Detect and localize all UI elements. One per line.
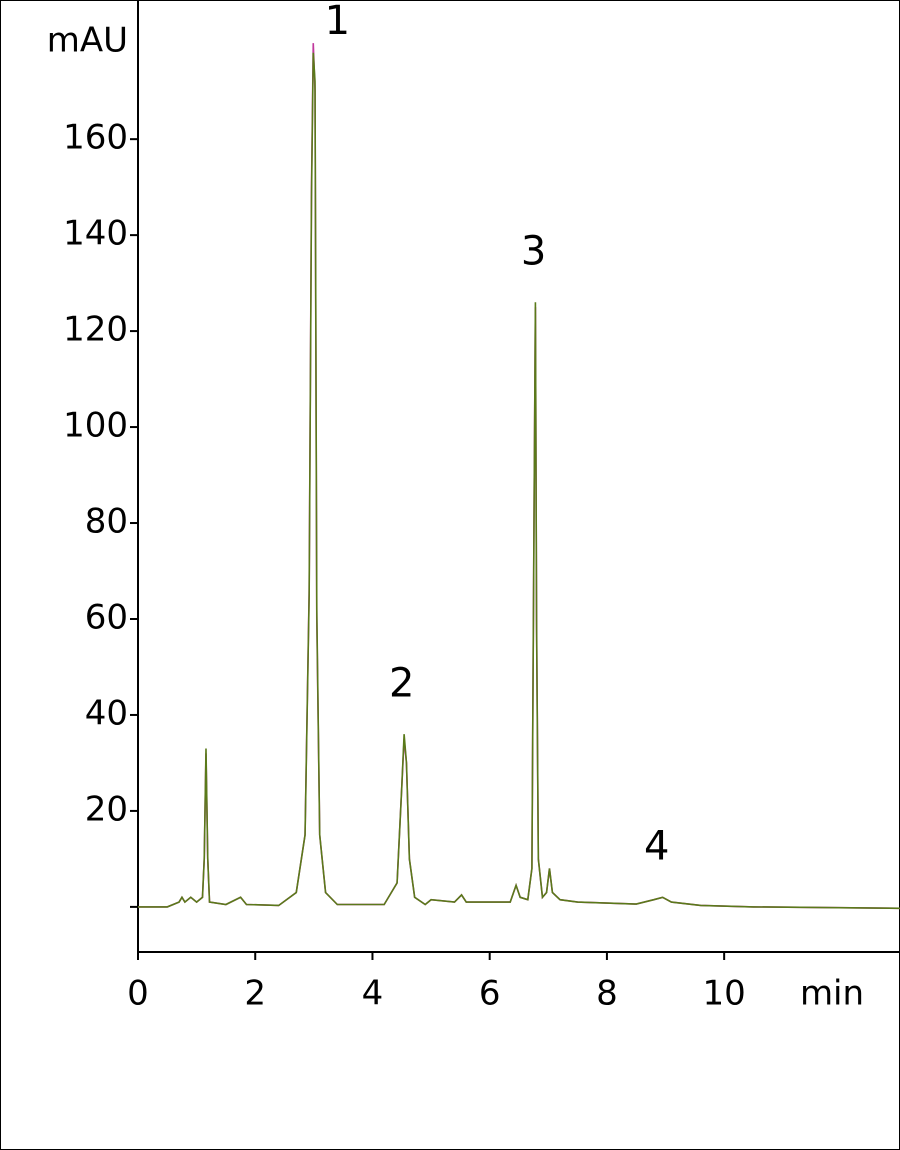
x-tick-label: 6 xyxy=(479,974,501,1014)
y-tick-label: 40 xyxy=(85,693,128,733)
peak-label: 3 xyxy=(521,229,546,275)
y-tick-label: 120 xyxy=(63,310,128,350)
y-tick-label: 60 xyxy=(85,597,128,637)
peak-label: 1 xyxy=(325,0,350,44)
peak-label: 2 xyxy=(389,660,414,706)
x-axis-label: min xyxy=(800,974,864,1014)
x-tick-label: 2 xyxy=(244,974,266,1014)
trace xyxy=(138,43,900,910)
y-tick-label: 140 xyxy=(63,214,128,254)
y-tick-label: 20 xyxy=(85,789,128,829)
x-tick-label: 0 xyxy=(127,974,149,1014)
x-tick-label: 8 xyxy=(596,974,618,1014)
y-tick-label: 80 xyxy=(85,502,128,542)
x-tick-label: 4 xyxy=(362,974,384,1014)
trace xyxy=(138,52,900,910)
x-tick-label: 10 xyxy=(703,974,746,1014)
y-tick-label: 160 xyxy=(63,118,128,158)
y-tick-label: 100 xyxy=(63,406,128,446)
peak-label: 4 xyxy=(644,824,669,870)
y-axis-label: mAU xyxy=(47,21,128,61)
